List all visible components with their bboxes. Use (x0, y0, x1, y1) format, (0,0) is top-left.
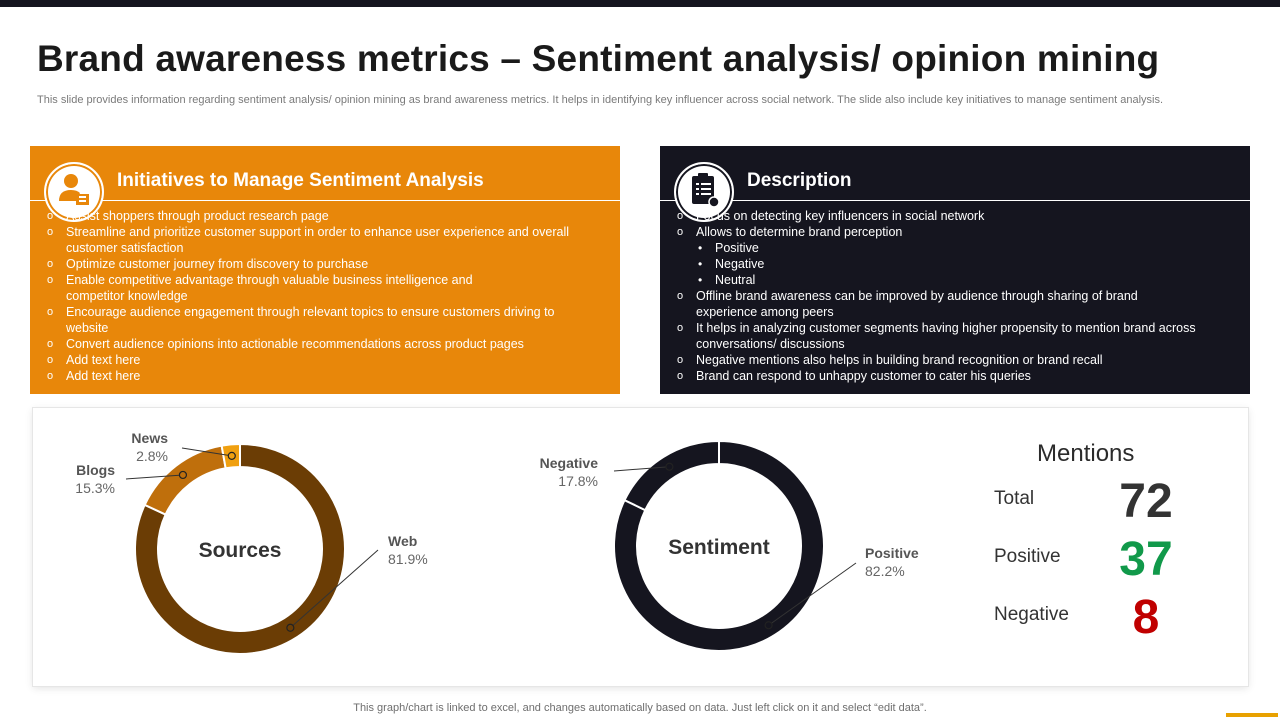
label-marker (665, 462, 674, 471)
panel-divider (30, 200, 620, 201)
list-item: Encourage audience engagement through re… (47, 304, 602, 336)
description-panel: Description Focus on detecting key influ… (660, 146, 1250, 394)
list-item: Convert audience opinions into actionabl… (47, 336, 602, 352)
slice-label: Negative (540, 455, 599, 471)
slice-label: Blogs (76, 462, 115, 478)
list-item: Add text here (47, 352, 602, 368)
donut-slice-web (134, 442, 346, 655)
label-marker (764, 621, 773, 630)
list-item: Assist shoppers through product research… (47, 208, 602, 224)
donut-center-title: Sentiment (668, 536, 770, 559)
slice-value: 2.8% (136, 448, 168, 464)
list-item: It helps in analyzing customer segments … (677, 320, 1232, 352)
slice-value: 15.3% (75, 480, 115, 496)
mentions-positive-label: Positive (994, 546, 1061, 567)
list-item: Focus on detecting key influencers in so… (677, 208, 1232, 224)
description-heading: Description (747, 170, 852, 191)
description-list: Focus on detecting key influencers in so… (677, 208, 1232, 384)
list-item: Negative mentions also helps in building… (677, 352, 1232, 368)
list-item: Brand can respond to unhappy customer to… (677, 368, 1232, 384)
list-item: Optimize customer journey from discovery… (47, 256, 602, 272)
label-marker (227, 451, 236, 460)
list-item: Add text here (47, 368, 602, 384)
initiatives-panel: Initiatives to Manage Sentiment Analysis… (30, 146, 620, 394)
mentions-negative-value: 8 (1132, 591, 1160, 644)
list-item: Allows to determine brand perception (677, 224, 1232, 240)
mentions-title: Mentions (1037, 440, 1135, 467)
slice-value: 82.2% (865, 563, 905, 579)
initiatives-heading: Initiatives to Manage Sentiment Analysis (117, 170, 484, 191)
mentions-total-value: 72 (1119, 475, 1173, 528)
list-item: Enable competitive advantage through val… (47, 272, 602, 304)
list-subitem: Neutral (677, 272, 1232, 288)
top-bar (0, 0, 1280, 7)
mentions-negative-label: Negative (994, 604, 1069, 625)
slice-label: Positive (865, 545, 919, 561)
footer-note: This graph/chart is linked to excel, and… (353, 702, 927, 714)
slice-value: 81.9% (388, 551, 428, 567)
page-title: Brand awareness metrics – Sentiment anal… (37, 38, 1160, 79)
panel-divider (660, 200, 1250, 201)
mentions-positive-value: 37 (1119, 533, 1173, 586)
label-marker (286, 623, 295, 632)
slice-label: Web (388, 533, 417, 549)
list-item: Offline brand awareness can be improved … (677, 288, 1232, 320)
label-marker (178, 470, 188, 480)
donut-center-title: Sources (199, 539, 282, 562)
list-subitem: Negative (677, 256, 1232, 272)
leader-line (181, 447, 232, 457)
slice-label: News (131, 430, 168, 446)
leader-line (125, 474, 183, 480)
list-subitem: Positive (677, 240, 1232, 256)
mentions-total-label: Total (994, 488, 1035, 509)
donut-slice-positive (613, 439, 825, 652)
list-item: Streamline and prioritize customer suppo… (47, 224, 602, 256)
leader-line (768, 562, 857, 626)
leader-line (290, 549, 379, 629)
bottom-accent (1226, 713, 1278, 717)
page-subtitle: This slide provides information regardin… (37, 94, 1164, 106)
donut-slice-negative (623, 439, 720, 512)
slice-value: 17.8% (558, 473, 598, 489)
initiatives-list: Assist shoppers through product research… (47, 208, 602, 384)
leader-line (613, 466, 670, 472)
